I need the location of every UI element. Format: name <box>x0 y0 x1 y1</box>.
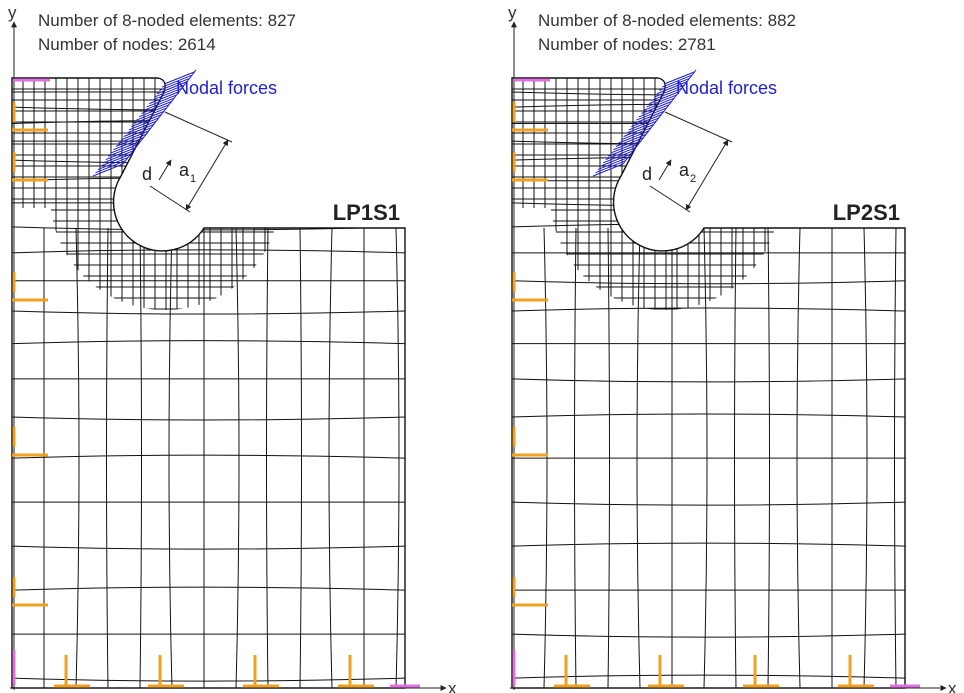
dimension-subscript: 2 <box>690 173 696 185</box>
dimension-label: d <box>642 164 652 184</box>
axis-label: x <box>948 679 957 693</box>
mesh-line <box>329 228 332 688</box>
mesh-line <box>512 414 905 417</box>
mesh-line <box>12 587 405 590</box>
dimension-label: d <box>142 164 152 184</box>
mesh-line <box>12 455 405 458</box>
fem-figure: yxNodal forcesda1Number of 8-noded eleme… <box>0 0 964 693</box>
dimension-label: a <box>679 160 690 180</box>
plate-outline <box>12 78 405 688</box>
mesh-line <box>12 160 405 163</box>
mesh-line <box>512 308 905 311</box>
mesh-line <box>12 311 405 314</box>
dimension-ext <box>150 186 190 212</box>
axis-label: y <box>8 3 17 22</box>
mesh-line <box>512 104 905 107</box>
axis-label: x <box>448 679 457 693</box>
mesh-line <box>300 228 302 688</box>
dimension-ext <box>665 112 732 142</box>
mesh-line <box>267 228 269 688</box>
case-label: LP1S1 <box>333 200 400 225</box>
mesh-line <box>76 228 79 688</box>
mesh-line <box>12 417 405 420</box>
mesh-line <box>512 379 905 382</box>
dimension <box>159 160 171 180</box>
mesh-line <box>236 228 239 688</box>
mesh-line <box>512 543 905 546</box>
mesh-line <box>512 281 905 284</box>
mesh-line <box>12 546 405 549</box>
mesh-line <box>107 228 109 688</box>
mesh-line <box>512 634 905 637</box>
forces-label: Nodal forces <box>176 78 277 98</box>
axis-label: y <box>508 3 517 22</box>
mesh-line <box>512 157 905 160</box>
elements-count: Number of 8-noded elements: 882 <box>538 11 796 30</box>
mesh-line <box>12 250 405 253</box>
dimension-ext <box>650 186 690 212</box>
elements-count: Number of 8-noded elements: 827 <box>38 11 296 30</box>
mesh-line <box>512 675 905 678</box>
nodes-count: Number of nodes: 2614 <box>38 35 216 54</box>
mesh-line <box>140 228 142 688</box>
mesh <box>9 75 405 693</box>
dimension-label: a <box>179 160 190 180</box>
mesh-line <box>169 228 172 688</box>
dimension-subscript: 1 <box>190 173 196 185</box>
mesh <box>512 78 905 693</box>
mesh-line <box>12 107 405 110</box>
mesh-line <box>12 341 405 344</box>
mesh-line <box>12 178 405 181</box>
plate-outline <box>512 78 905 688</box>
mesh-line <box>512 502 905 505</box>
dimension-ext <box>165 112 232 142</box>
nodes-count: Number of nodes: 2781 <box>538 35 716 54</box>
dimension <box>659 160 671 180</box>
case-label: LP2S1 <box>833 200 900 225</box>
forces-label: Nodal forces <box>676 78 777 98</box>
mesh-line <box>12 678 405 681</box>
